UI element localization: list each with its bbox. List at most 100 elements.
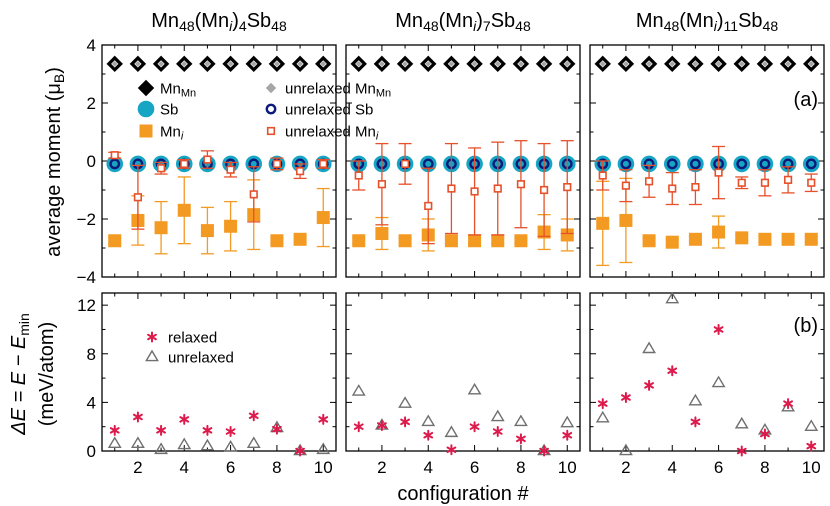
unrelaxed-sb-point xyxy=(805,158,817,170)
unrelaxed-mni-point xyxy=(377,180,387,189)
y-tick-label: −4 xyxy=(77,268,96,287)
unrelaxed-mnmn-point xyxy=(378,60,386,68)
relaxed-point xyxy=(202,424,213,436)
ylabel-text: ) xyxy=(43,67,65,74)
mni-point xyxy=(468,234,482,248)
legend-item-relaxed: relaxed xyxy=(147,330,217,347)
unrelaxed-mni-point xyxy=(493,184,502,193)
legend-text: Mn xyxy=(160,81,181,98)
x-axis-label: configuration # xyxy=(397,483,529,505)
mni-point xyxy=(270,234,284,248)
unrelaxed-point xyxy=(665,291,680,304)
mni-point xyxy=(177,203,191,217)
subplot-a-1 xyxy=(106,55,332,255)
title-text: ) xyxy=(476,10,483,32)
unrelaxed-mnmn-point xyxy=(226,60,235,68)
x-tick-label: 10 xyxy=(558,458,577,477)
unrelaxed-point xyxy=(734,416,749,429)
title-subscript: 48 xyxy=(763,18,779,34)
x-tick-label: 2 xyxy=(621,458,630,477)
mni-point xyxy=(712,225,726,239)
mni-point xyxy=(735,231,749,245)
unrelaxed-mni-point xyxy=(180,159,189,169)
y-axis-label-b-line1: ΔE = E − Emin xyxy=(8,313,32,436)
title-text: Sb xyxy=(247,10,271,32)
panel-titles: Mn48(Mni)4Sb48 Mn48(Mni)7Sb48 Mn48(Mni)11S… xyxy=(151,10,778,34)
unrelaxed-mni-point xyxy=(621,181,631,190)
panel-label-b: (b) xyxy=(794,315,818,337)
title-text: Mn xyxy=(395,10,423,32)
unrelaxed-mnmn-point xyxy=(296,60,304,68)
legend-label: unrelaxed MnMn xyxy=(285,81,391,100)
title-subscript: 48 xyxy=(515,18,531,34)
legend-label: Mni xyxy=(160,124,184,143)
legend-label: unrelaxed Sb xyxy=(285,102,373,119)
unrelaxed-mni-point xyxy=(133,193,143,202)
x-tick-label: 10 xyxy=(314,458,333,477)
relaxed-point xyxy=(713,323,724,335)
axes-frame-b xyxy=(589,292,825,452)
legend-unrelaxed-mni-marker xyxy=(266,126,276,136)
x-tick-label: 4 xyxy=(180,458,189,477)
unrelaxed-mni-point xyxy=(319,159,328,169)
title-subscript: 48 xyxy=(423,18,439,34)
unrelaxed-point xyxy=(246,436,261,449)
legend-mni-marker xyxy=(139,124,153,138)
unrelaxed-mnmn-point xyxy=(807,60,815,68)
relaxed-point xyxy=(539,445,549,457)
title-subscript: 48 xyxy=(664,18,680,34)
legend-item-mni: Mni xyxy=(139,124,184,143)
x-tick-label: 6 xyxy=(470,458,479,477)
y-tick-label: 12 xyxy=(77,296,96,315)
unrelaxed-sb-point xyxy=(736,158,748,170)
unrelaxed-mnmn-point xyxy=(470,60,479,68)
title-text: ) xyxy=(717,10,724,32)
relaxed-point xyxy=(156,424,166,436)
relaxed-point xyxy=(179,413,190,425)
unrelaxed-point xyxy=(513,414,528,427)
legend-subscript: i xyxy=(181,131,184,143)
relaxed-point xyxy=(446,444,457,456)
x-tick-label: 2 xyxy=(133,458,142,477)
unrelaxed-mni-point xyxy=(203,155,212,164)
title-subscript: 11 xyxy=(724,18,739,34)
sb-point xyxy=(663,155,681,173)
axis-ticks: 2 4 6 8 10 2 4 6 8 10 2 4 6 8 10 −4 −2 0 2 4 0 4 8 12 xyxy=(77,36,824,477)
title-subscript: 48 xyxy=(271,18,287,34)
unrelaxed-point xyxy=(351,384,366,396)
relaxed-point xyxy=(806,440,817,452)
mni-point xyxy=(642,234,656,248)
x-tick-label: 8 xyxy=(516,458,525,477)
relaxed-point xyxy=(109,424,120,436)
unrelaxed-point xyxy=(560,415,575,428)
axes-frame-b xyxy=(345,292,581,452)
legend-item-unrelaxed: unrelaxed xyxy=(145,350,234,367)
relaxed-point xyxy=(272,423,282,435)
mni-point xyxy=(154,221,168,235)
unrelaxed-point xyxy=(398,396,413,408)
relaxed-point xyxy=(318,413,329,425)
unrelaxed-mnmn-point xyxy=(691,60,700,68)
unrelaxed-mnmn-point xyxy=(203,60,212,68)
unrelaxed-sb-point xyxy=(759,158,771,170)
unrelaxed-mni-point xyxy=(807,178,816,187)
unrelaxed-mni-point xyxy=(737,178,746,187)
subplot-a-3 xyxy=(594,55,820,267)
legend-subscript: Mn xyxy=(376,88,391,100)
x-tick-label: 2 xyxy=(377,458,386,477)
mni-point xyxy=(352,234,366,248)
unrelaxed-point xyxy=(177,437,192,450)
unrelaxed-mnmn-point xyxy=(424,60,432,68)
unrelaxed-mnmn-point xyxy=(157,60,165,68)
mni-point xyxy=(398,234,412,248)
x-tick-label: 10 xyxy=(802,458,821,477)
axes-frame-b xyxy=(101,292,337,452)
unrelaxed-mnmn-point xyxy=(355,60,363,68)
relaxed-point xyxy=(667,365,678,377)
y-tick-label: 8 xyxy=(87,345,96,364)
unrelaxed-mni-point xyxy=(400,159,410,169)
unrelaxed-mni-point xyxy=(539,185,549,195)
legend-text: unrelaxed Sb xyxy=(285,102,373,119)
mni-point xyxy=(375,227,389,240)
unrelaxed-mni-point xyxy=(516,180,526,189)
